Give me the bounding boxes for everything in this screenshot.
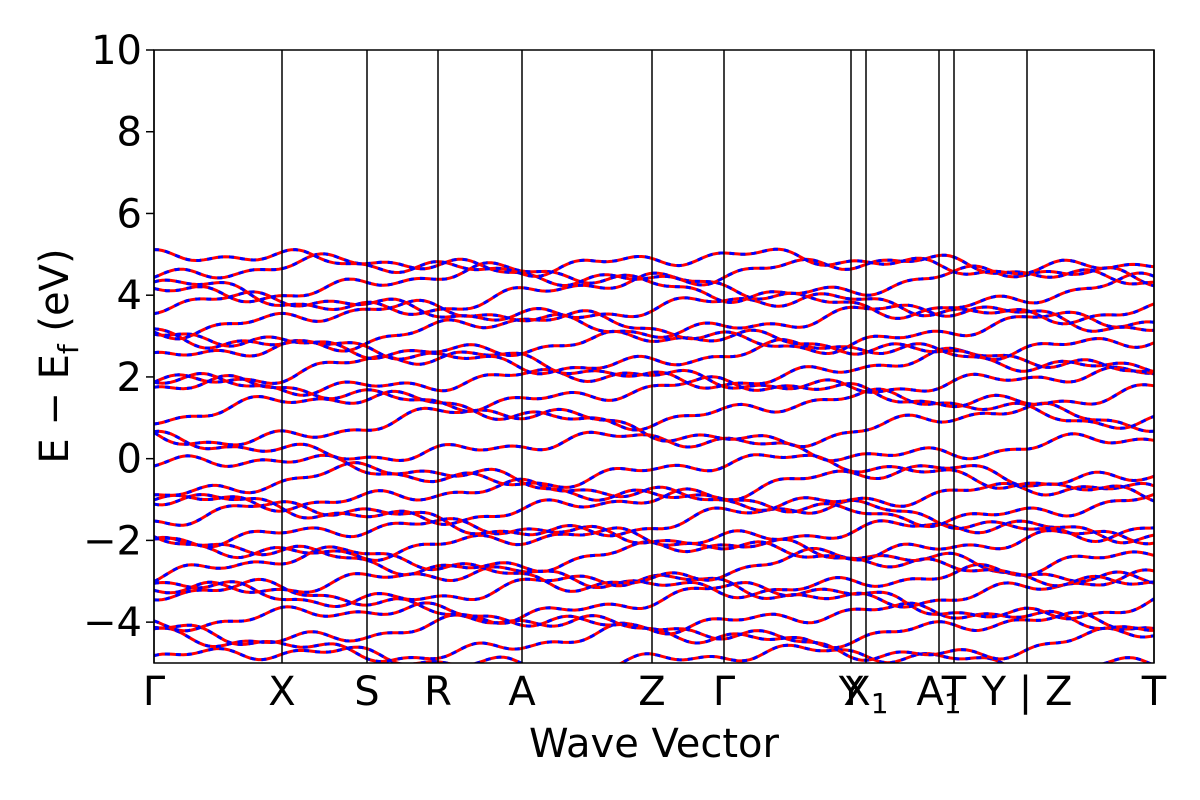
band-line-blue [154, 429, 1154, 463]
band-line-blue [154, 290, 1154, 326]
band-line-blue [154, 562, 1154, 600]
y-tick-label: 4 [117, 273, 142, 319]
band-line-blue [154, 487, 1154, 529]
band-line-blue [154, 568, 1154, 609]
y-tick-label: 8 [117, 110, 142, 156]
band-line-blue [154, 601, 1154, 636]
band-line-blue [154, 610, 1154, 650]
x-axis-label: Wave Vector [529, 721, 780, 767]
x-tick-label: T [941, 669, 967, 715]
x-tick-label: A [508, 669, 536, 715]
y-axis-label: E − Ef (eV) [32, 248, 85, 463]
x-tick-label: T [1141, 669, 1167, 715]
x-tick-label: Γ [713, 669, 736, 715]
band-line-blue [154, 373, 1154, 413]
y-ticks: −4 −2 0 2 4 6 8 10 [83, 28, 154, 646]
x-tick-label: S [354, 669, 379, 715]
band-line-blue [154, 298, 1154, 341]
band-line-blue [154, 309, 1154, 356]
y-tick-label: −4 [83, 600, 142, 646]
x-tick-label: X1 [843, 669, 888, 720]
y-axis-label-main: E − E [32, 354, 78, 464]
x-tick-label: Y [838, 669, 864, 715]
band-line-blue [154, 271, 1154, 320]
y-tick-label: 2 [117, 355, 142, 401]
band-line-red [154, 562, 1154, 600]
x-tick-label: A1 [916, 669, 961, 720]
y-tick-label: 6 [117, 191, 142, 237]
band-line-blue [154, 387, 1154, 432]
x-tick-label: Y | Z [981, 669, 1073, 715]
x-tick-label: Z [638, 669, 665, 715]
band-line-blue [154, 328, 1154, 362]
x-tick-label: X [268, 669, 295, 715]
y-tick-label: −2 [83, 518, 142, 564]
y-tick-label: 10 [91, 28, 142, 74]
bands-layer [154, 247, 1154, 663]
band-line-blue [154, 498, 1154, 544]
y-axis-label-subscript: f [52, 343, 85, 354]
band-line-blue [154, 545, 1154, 593]
band-line-blue [154, 453, 1154, 490]
band-line-blue [154, 461, 1154, 503]
y-tick-label: 0 [117, 437, 142, 483]
band-line-red [154, 309, 1154, 356]
band-line-blue [154, 247, 1154, 278]
band-line-red [154, 643, 1153, 663]
plot-frame [153, 49, 1155, 664]
band-line-blue [154, 346, 1154, 390]
band-line-blue [154, 577, 1154, 625]
y-axis-label-unit: (eV) [32, 248, 78, 344]
band-line-blue [154, 517, 1154, 549]
band-line-blue [154, 401, 1154, 449]
x-tick-label: Γ [143, 669, 166, 715]
x-tick-label: R [424, 669, 452, 715]
band-line-blue [154, 365, 1154, 397]
band-line-blue [154, 261, 1154, 304]
band-line-blue [154, 252, 1154, 287]
